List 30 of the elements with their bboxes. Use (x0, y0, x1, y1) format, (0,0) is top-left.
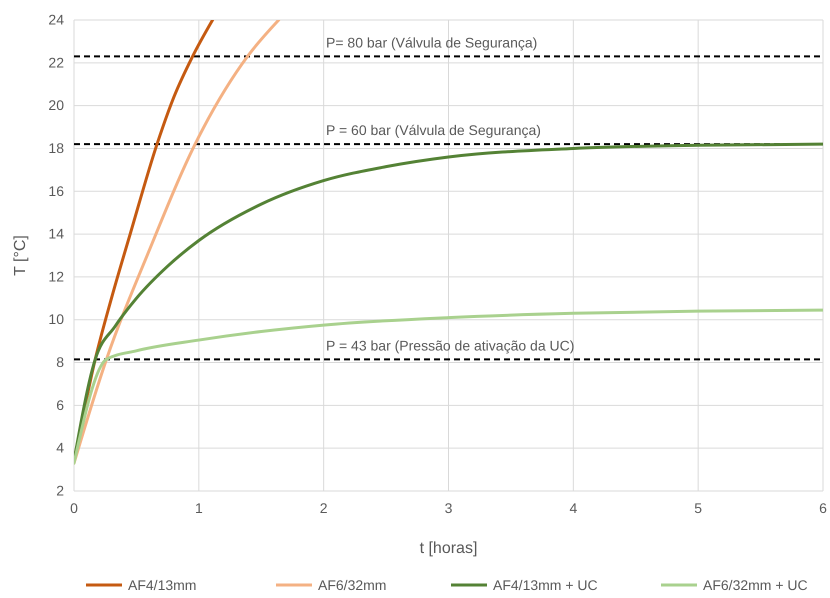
y-tick-label: 10 (48, 311, 64, 328)
annotation: P= 80 bar (Válvula de Segurança) (326, 34, 538, 50)
line-series (74, 20, 280, 465)
legend-label: AF4/13mm (128, 577, 196, 593)
legend-label: AF4/13mm + UC (493, 577, 598, 593)
legend-label: AF6/32mm (318, 577, 386, 593)
annotation: P = 60 bar (Válvula de Segurança) (326, 122, 541, 138)
annotation: P = 43 bar (Pressão de ativação da UC) (326, 337, 574, 354)
legend-label: AF6/32mm + UC (703, 577, 808, 593)
line-series (74, 308, 823, 465)
y-tick-label: 6 (56, 396, 64, 413)
x-tick-label: 3 (444, 500, 453, 516)
y-tick-label: 24 (48, 11, 64, 28)
x-tick-label: 6 (819, 500, 828, 516)
y-tick-label: 16 (48, 182, 64, 199)
y-tick-label: 18 (48, 140, 64, 156)
x-tick-label: 5 (694, 500, 702, 516)
y-tick-label: 20 (48, 97, 64, 114)
x-tick-label: 4 (569, 500, 578, 516)
y-tick-label: 22 (48, 54, 64, 70)
x-axis-title: t [horas] (420, 540, 478, 557)
y-axis-title: T [°C] (12, 235, 29, 276)
x-tick-label: 2 (320, 500, 328, 516)
y-tick-label: 4 (56, 440, 64, 456)
y-tick-label: 12 (48, 268, 64, 284)
x-tick-label: 0 (70, 500, 78, 516)
y-tick-label: 8 (56, 354, 64, 370)
y-tick-label: 14 (48, 226, 64, 242)
x-tick-label: 1 (194, 500, 203, 516)
y-tick-label: 2 (56, 482, 64, 498)
